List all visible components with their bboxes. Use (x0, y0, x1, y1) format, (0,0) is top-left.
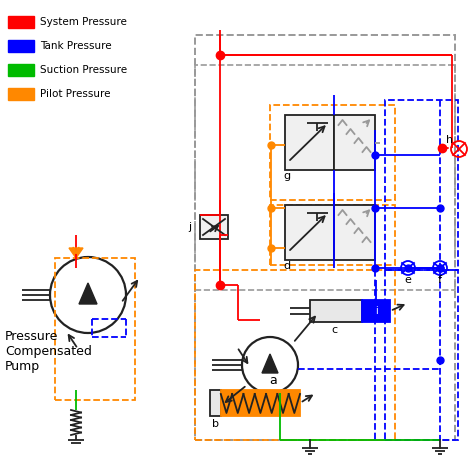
Text: Pilot Pressure: Pilot Pressure (40, 89, 110, 99)
Bar (385, 270, 458, 440)
Text: j: j (189, 222, 191, 232)
Bar (285, 205, 335, 260)
Bar (310, 300, 362, 322)
Bar (221, 390, 300, 416)
Text: g: g (283, 171, 290, 181)
Text: e: e (405, 275, 411, 285)
Text: b: b (212, 419, 219, 429)
Bar (335, 115, 375, 170)
Bar (195, 65, 455, 290)
Bar (335, 205, 375, 260)
Polygon shape (262, 354, 278, 373)
Text: f: f (438, 275, 442, 285)
Bar (55, 258, 135, 400)
Text: i: i (375, 306, 378, 316)
Bar (195, 35, 455, 440)
Polygon shape (69, 248, 83, 258)
Bar (8, 16, 34, 28)
Bar (8, 88, 34, 100)
Bar (270, 205, 395, 265)
Bar (210, 390, 221, 416)
Circle shape (242, 337, 298, 393)
Bar (285, 115, 335, 170)
Text: h: h (447, 135, 454, 145)
Bar (200, 215, 228, 239)
Text: a: a (269, 375, 277, 388)
Text: Pressure
Compensated
Pump: Pressure Compensated Pump (5, 330, 92, 373)
Bar (8, 64, 34, 76)
Text: c: c (331, 325, 337, 335)
Text: Suction Pressure: Suction Pressure (40, 65, 127, 75)
Text: d: d (283, 261, 290, 271)
Text: Tank Pressure: Tank Pressure (40, 41, 111, 51)
Bar (270, 105, 395, 200)
Bar (385, 100, 458, 270)
Polygon shape (79, 283, 97, 304)
Text: System Pressure: System Pressure (40, 17, 127, 27)
Bar (362, 300, 390, 322)
Bar (195, 270, 395, 440)
Bar (8, 40, 34, 52)
